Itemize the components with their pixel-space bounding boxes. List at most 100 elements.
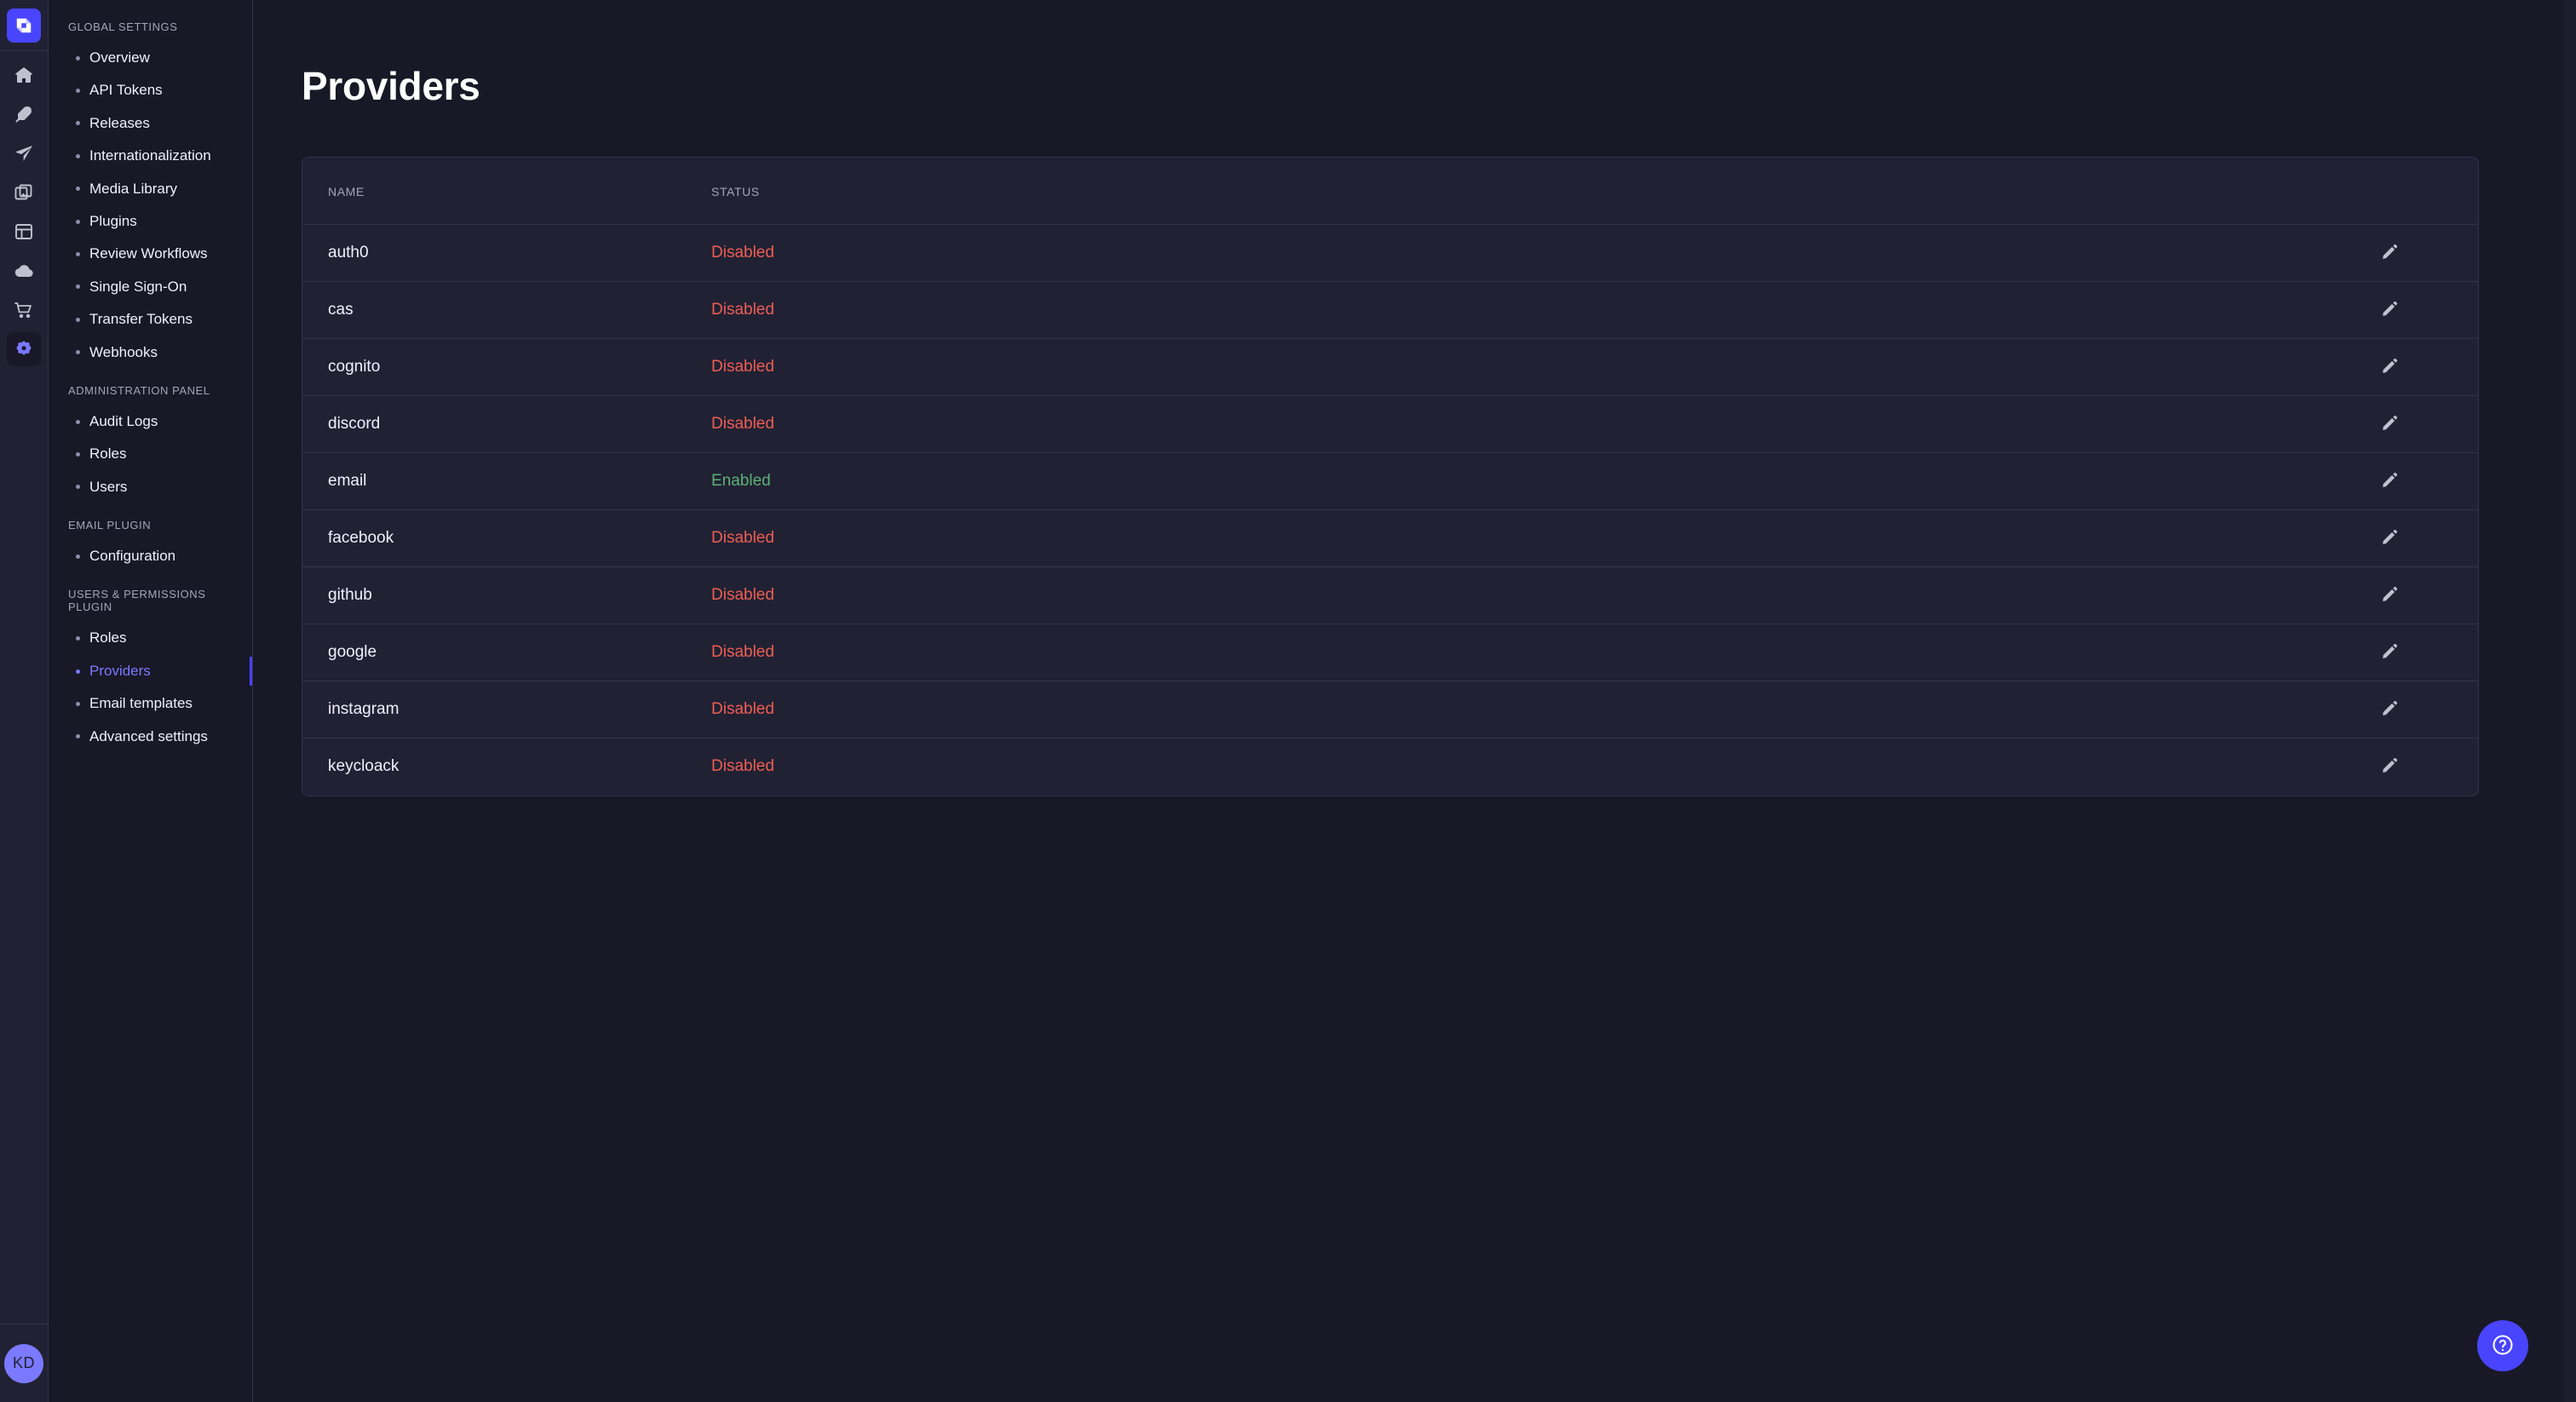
table-row[interactable]: keycloack Disabled <box>302 738 2478 796</box>
rail-item-content-type-builder[interactable] <box>7 136 41 170</box>
rail-item-cloud[interactable] <box>7 254 41 288</box>
row-actions-cell <box>2376 224 2478 282</box>
edit-provider-button[interactable] <box>2376 639 2403 666</box>
edit-provider-button[interactable] <box>2376 468 2403 495</box>
cloud-icon <box>14 261 34 281</box>
bullet-icon <box>76 734 80 739</box>
provider-name-cell: instagram <box>302 681 711 738</box>
strapi-logo-icon[interactable] <box>7 8 41 43</box>
bullet-icon <box>76 451 80 457</box>
row-actions-cell <box>2376 738 2478 796</box>
rail-footer: KD <box>0 1324 48 1402</box>
provider-name-cell: auth0 <box>302 224 711 282</box>
edit-provider-button[interactable] <box>2376 696 2403 723</box>
provider-name-cell: facebook <box>302 509 711 567</box>
sidebar-item-review-workflows[interactable]: Review Workflows <box>49 238 252 270</box>
sidebar-item-up-roles[interactable]: Roles <box>49 622 252 654</box>
sidebar-item-label: Media Library <box>89 180 177 197</box>
bullet-icon <box>76 669 80 674</box>
edit-provider-button[interactable] <box>2376 753 2403 780</box>
bullet-icon <box>76 89 80 94</box>
status-text: Disabled <box>711 700 774 718</box>
rail-item-layout[interactable] <box>7 215 41 249</box>
help-button[interactable] <box>2477 1320 2528 1371</box>
row-actions-cell <box>2376 452 2478 510</box>
rail-item-settings[interactable] <box>7 332 41 366</box>
sidebar-item-audit-logs[interactable]: Audit Logs <box>49 405 252 438</box>
row-actions-cell <box>2376 509 2478 567</box>
main-content: Providers NAME STATUS auth0 Disabled cas Di… <box>253 0 2576 1402</box>
rail-item-marketplace[interactable] <box>7 293 41 327</box>
edit-provider-button[interactable] <box>2376 411 2403 438</box>
bullet-icon <box>76 636 80 641</box>
rail-item-list <box>7 58 41 1324</box>
table-row[interactable]: google Disabled <box>302 623 2478 681</box>
provider-name-cell: cas <box>302 281 711 339</box>
status-badge: Disabled <box>711 623 2376 681</box>
rail-item-home[interactable] <box>7 58 41 92</box>
edit-provider-button[interactable] <box>2376 353 2403 381</box>
pencil-icon <box>2381 300 2399 320</box>
sidebar-item-advanced-settings[interactable]: Advanced settings <box>49 721 252 753</box>
shopping-cart-icon <box>14 300 34 320</box>
pencil-icon <box>2381 756 2399 777</box>
providers-table-card: NAME STATUS auth0 Disabled cas Disabled cogn… <box>302 157 2479 796</box>
sidebar-item-admin-roles[interactable]: Roles <box>49 438 252 470</box>
sidebar-item-transfer-tokens[interactable]: Transfer Tokens <box>49 303 252 336</box>
status-text: Disabled <box>711 757 774 776</box>
table-row[interactable]: instagram Disabled <box>302 681 2478 738</box>
sidebar-item-single-sign-on[interactable]: Single Sign-On <box>49 271 252 303</box>
bullet-icon <box>76 284 80 290</box>
provider-name-cell: github <box>302 566 711 624</box>
table-row[interactable]: email Enabled <box>302 452 2478 510</box>
rail-item-content-manager[interactable] <box>7 97 41 131</box>
sidebar-item-label: Users <box>89 478 128 495</box>
table-row[interactable]: cas Disabled <box>302 281 2478 339</box>
sidebar-item-api-tokens[interactable]: API Tokens <box>49 74 252 106</box>
column-header-name: NAME <box>302 158 711 225</box>
sidebar-item-internationalization[interactable]: Internationalization <box>49 140 252 172</box>
sidebar-item-email-configuration[interactable]: Configuration <box>49 540 252 572</box>
feather-icon <box>14 104 34 124</box>
row-actions-cell <box>2376 281 2478 339</box>
pencil-icon <box>2381 243 2399 263</box>
rail-item-media-library[interactable] <box>7 175 41 210</box>
sidebar-item-media-library[interactable]: Media Library <box>49 173 252 205</box>
status-text: Disabled <box>711 358 774 376</box>
nav-group-title: USERS & PERMISSIONS PLUGIN <box>68 588 206 614</box>
bullet-icon <box>76 317 80 322</box>
provider-name-cell: keycloack <box>328 757 400 776</box>
home-icon <box>14 65 34 85</box>
sidebar-item-overview[interactable]: Overview <box>49 42 252 74</box>
nav-list: Configuration <box>49 540 252 572</box>
edit-provider-button[interactable] <box>2376 239 2403 267</box>
edit-provider-button[interactable] <box>2376 582 2403 609</box>
sidebar-item-email-templates[interactable]: Email templates <box>49 687 252 720</box>
table-row[interactable]: facebook Disabled <box>302 509 2478 567</box>
sidebar-item-admin-users[interactable]: Users <box>49 471 252 503</box>
sidebar-item-releases[interactable]: Releases <box>49 107 252 140</box>
table-row[interactable]: discord Disabled <box>302 395 2478 453</box>
edit-provider-button[interactable] <box>2376 296 2403 324</box>
status-text: Enabled <box>711 472 771 490</box>
nav-group-title: ADMINISTRATION PANEL <box>68 383 210 397</box>
sidebar-item-providers[interactable]: Providers <box>49 655 252 687</box>
sidebar-item-plugins[interactable]: Plugins <box>49 205 252 238</box>
table-row[interactable]: cognito Disabled <box>302 338 2478 396</box>
status-text: Disabled <box>711 529 774 547</box>
avatar[interactable]: KD <box>4 1343 43 1383</box>
column-header-status: STATUS <box>711 158 2376 225</box>
row-actions-cell <box>2376 681 2478 738</box>
status-text: Disabled <box>711 415 774 433</box>
table-row[interactable]: github Disabled <box>302 566 2478 624</box>
bullet-icon <box>76 419 80 424</box>
sidebar-item-webhooks[interactable]: Webhooks <box>49 336 252 369</box>
table-header-row: NAME STATUS <box>302 158 2478 225</box>
edit-provider-button[interactable] <box>2376 525 2403 552</box>
table-row[interactable]: auth0 Disabled <box>302 224 2478 282</box>
sidebar-item-label: Single Sign-On <box>89 278 187 295</box>
sidebar-item-label: Transfer Tokens <box>89 311 193 328</box>
bullet-icon <box>76 350 80 355</box>
image-stack-icon <box>14 182 34 203</box>
pencil-icon <box>2381 642 2399 663</box>
